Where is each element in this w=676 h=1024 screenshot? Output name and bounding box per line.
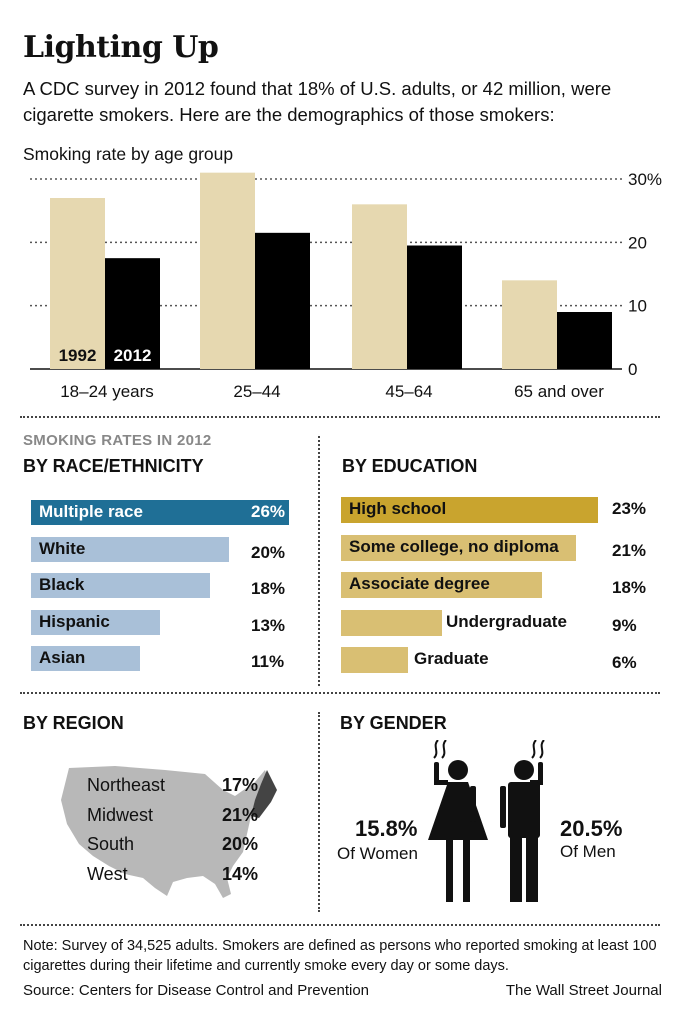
bar-1992: [50, 198, 105, 369]
education-chart: High school 23% Some college, no diploma 21…: [341, 497, 647, 673]
gender-title: BY GENDER: [340, 713, 447, 733]
value-label: 18%: [612, 578, 647, 597]
y-tick-label: 30%: [628, 170, 662, 189]
education-title: BY EDUCATION: [342, 456, 478, 476]
region-percent: 21%: [222, 804, 259, 825]
page-title: Lighting Up: [23, 30, 219, 65]
category-label: 25–44: [233, 382, 280, 401]
bar-black: [31, 573, 210, 598]
region-title: BY REGION: [23, 713, 124, 733]
bar-label: Asian: [39, 648, 86, 667]
bar-2012: [557, 312, 612, 369]
bar-2012: [255, 232, 310, 369]
man-smoker-icon: [500, 740, 545, 902]
bar-1992: [352, 204, 407, 369]
series-label-1992: 1992: [59, 346, 97, 365]
bar-label: Black: [39, 575, 85, 594]
race-title: BY RACE/ETHNICITY: [23, 456, 204, 476]
bar-label: Associate degree: [349, 574, 490, 593]
credit-line: The Wall Street Journal: [505, 982, 662, 999]
value-label: 20%: [251, 542, 286, 562]
bar-multiple-race: [31, 500, 289, 525]
bar-associate-degree: [341, 572, 543, 598]
category-label: 45–64: [385, 382, 432, 401]
bar-some-college-no-diploma: [341, 534, 576, 561]
bar-white: [31, 536, 230, 562]
series-label-2012: 2012: [114, 346, 152, 365]
value-label: 6%: [612, 653, 637, 672]
woman-smoker-icon: [428, 740, 488, 902]
bar-2012: [105, 258, 160, 369]
divider-footer: [20, 924, 660, 926]
bar-label: Hispanic: [39, 611, 110, 631]
bar-label: Multiple race: [39, 502, 143, 521]
bar-2012: [407, 245, 462, 369]
divider-top: [20, 416, 660, 418]
region-name: West: [87, 863, 128, 884]
women-percent: 15.8%: [355, 816, 418, 841]
category-label: 65 and over: [514, 382, 604, 401]
divider-bottom-vertical: [318, 712, 320, 912]
bar-asian: [31, 646, 141, 671]
section-kicker: SMOKING RATES IN 2012: [23, 432, 212, 449]
region-name: Northeast: [87, 775, 166, 795]
region-name: South: [87, 834, 135, 854]
age-group-chart: 1992 2012 30% 20 10 0 18–24 years 25–44 45–64 6…: [30, 170, 662, 401]
value-label: 9%: [612, 615, 637, 635]
women-label: Of Women: [337, 844, 418, 863]
smokers-icons: [428, 740, 545, 902]
bar-1992: [502, 280, 557, 369]
bar-hispanic: [31, 609, 160, 635]
bar-high-school: [341, 497, 598, 523]
us-map-shape: [61, 766, 270, 898]
bar-label: Some college, no diploma: [349, 536, 559, 556]
bar-1992: [200, 172, 255, 369]
y-tick-label: 20: [628, 233, 647, 252]
age-chart-title: Smoking rate by age group: [23, 144, 234, 164]
bar-graduate: [341, 647, 409, 673]
category-label: 18–24 years: [60, 382, 154, 401]
y-tick-label: 0: [628, 360, 637, 379]
bar-label: High school: [349, 499, 447, 518]
y-tick-label: 10: [628, 297, 647, 316]
bar-label: Undergraduate: [446, 611, 567, 631]
men-label: Of Men: [560, 842, 616, 861]
value-label: 23%: [612, 499, 647, 518]
divider-bottom: [20, 692, 660, 694]
region-name: Midwest: [87, 804, 154, 825]
value-label: 18%: [251, 579, 286, 598]
northeast-region-shape: [251, 770, 277, 818]
men-percent: 20.5%: [560, 816, 623, 841]
us-map: [61, 766, 277, 898]
bar-label: White: [39, 538, 86, 558]
bar-label: Graduate: [414, 649, 489, 668]
value-label: 11%: [251, 652, 285, 671]
region-percent: 20%: [222, 834, 259, 854]
race-chart: Multiple race 26% White 20% Black 18% Hispanic…: [0, 0, 320, 690]
value-label: 21%: [612, 540, 647, 560]
region-percent: 17%: [222, 775, 259, 795]
footnote: Note: Survey of 34,525 adults. Smokers a…: [23, 938, 657, 974]
value-label: 26%: [251, 502, 286, 521]
divider-middle-vertical: [318, 436, 320, 686]
value-label: 13%: [251, 615, 286, 635]
source-line: Source: Centers for Disease Control and …: [23, 982, 370, 999]
bar-undergraduate: [341, 609, 442, 636]
region-percent: 14%: [222, 863, 259, 884]
intro-text: A CDC survey in 2012 found that 18% of U…: [23, 78, 612, 125]
